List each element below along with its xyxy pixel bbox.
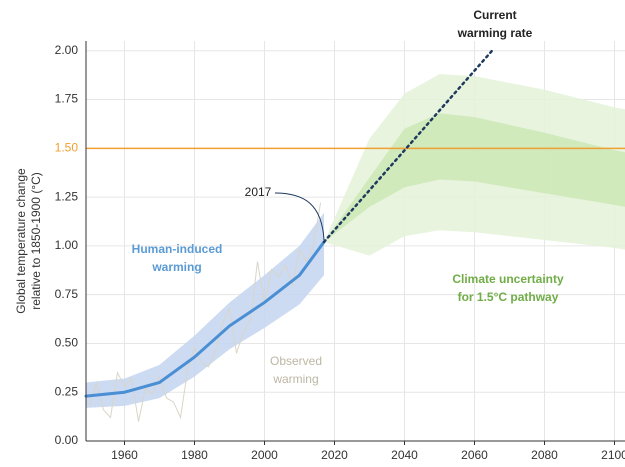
x-tick-label: 1960 <box>111 448 138 462</box>
y-axis-label-line: Global temperature change <box>14 168 28 314</box>
x-tick-label: 1980 <box>181 448 208 462</box>
annotation: 2017 <box>245 185 272 199</box>
y-tick-label: 1.25 <box>55 189 79 203</box>
y-tick-label: 0.25 <box>55 384 79 398</box>
y-tick-label: 1.75 <box>55 92 79 106</box>
x-tick-label: 2040 <box>391 448 418 462</box>
series-line <box>322 49 494 244</box>
annotation: Climate uncertainty <box>452 272 564 286</box>
annotation: Human-induced <box>132 242 223 256</box>
y-tick-label: 0.75 <box>55 287 79 301</box>
annotation: for 1.5°C pathway <box>458 290 559 304</box>
x-tick-label: 2020 <box>321 448 348 462</box>
annotation: Current <box>473 8 516 22</box>
annotation: warming <box>151 260 201 274</box>
uncertainty-band <box>324 113 625 242</box>
series-line <box>84 240 326 398</box>
y-tick-label: 1.50 <box>55 140 79 154</box>
x-tick-label: 2000 <box>251 448 278 462</box>
leader <box>274 192 325 241</box>
x-tick-label: 2100 <box>601 448 625 462</box>
y-tick-label: 1.00 <box>55 238 79 252</box>
y-tick-label: 0.50 <box>55 336 79 350</box>
y-axis-label: Global temperature changerelative to 185… <box>14 168 43 314</box>
annotation: Observed <box>270 354 322 368</box>
annotation: warming rate <box>457 26 533 40</box>
y-tick-label: 2.00 <box>55 43 79 57</box>
y-tick-label: 0.00 <box>55 433 79 447</box>
uncertainty-band <box>86 212 324 408</box>
x-tick-label: 2060 <box>461 448 488 462</box>
y-axis-label-line: relative to 1850-1900 (°C) <box>29 172 43 310</box>
x-tick-label: 2080 <box>531 448 558 462</box>
series-line <box>89 202 321 422</box>
annotation: warming <box>272 372 318 386</box>
